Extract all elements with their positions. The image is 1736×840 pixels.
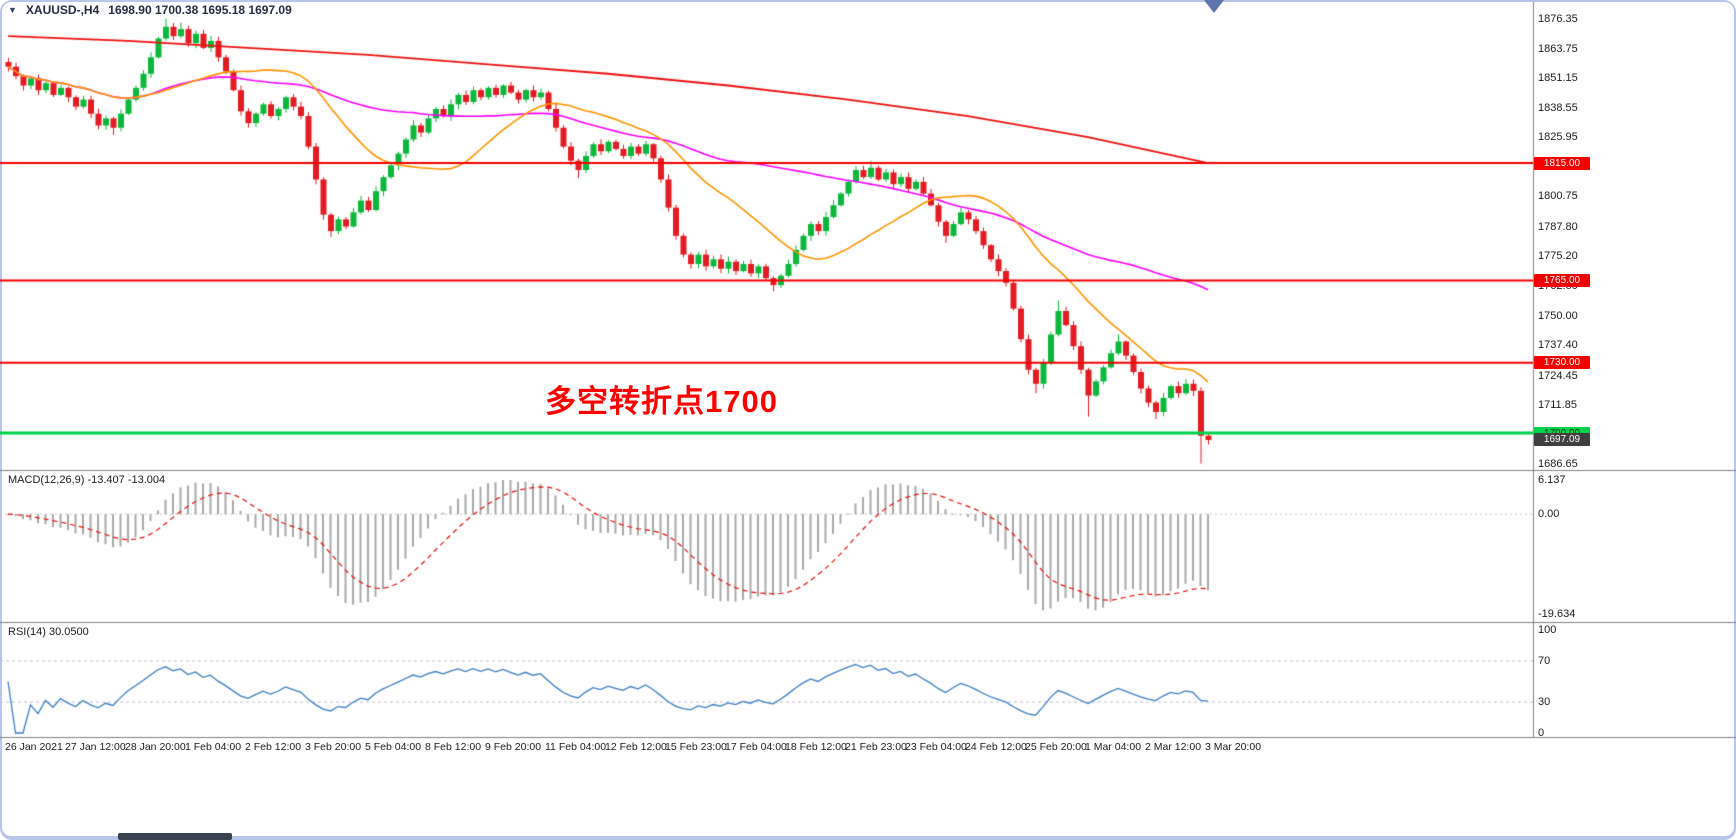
hline-price-tag: 1765.00 (1534, 273, 1590, 287)
macd-axis-label: 6.137 (1538, 474, 1566, 486)
time-axis-label: 17 Feb 04:00 (725, 741, 787, 753)
time-axis-label: 15 Feb 23:00 (665, 741, 727, 753)
time-axis-label: 12 Feb 12:00 (605, 741, 667, 753)
chart-annotation-text: 多空转折点1700 (545, 384, 778, 419)
price-axis-label: 1838.55 (1538, 101, 1578, 114)
macd-panel-label: MACD(12,26,9) -13.407 -13.004 (8, 474, 166, 486)
time-axis-label: 1 Feb 04:00 (185, 741, 242, 753)
time-axis-label: 5 Feb 04:00 (365, 741, 422, 753)
chart-shift-marker-icon[interactable] (1204, 0, 1224, 13)
time-axis-label: 3 Feb 20:00 (305, 741, 362, 753)
time-axis-label: 2 Mar 12:00 (1145, 741, 1202, 753)
rsi-panel-label: RSI(14) 30.0500 (8, 626, 89, 638)
rsi-axis-label: 30 (1538, 696, 1551, 709)
time-axis-label: 9 Feb 20:00 (485, 741, 542, 753)
rsi-axis-label: 100 (1538, 624, 1557, 636)
macd-axis-label: 0.00 (1538, 508, 1560, 521)
time-axis-label: 27 Jan 12:00 (65, 741, 126, 753)
price-axis-label: 1724.45 (1538, 369, 1578, 382)
time-axis-label: 23 Feb 04:00 (905, 741, 967, 753)
hline-price-tag: 1730.00 (1534, 356, 1590, 370)
symbol-timeframe-label: XAUUSD-,H4 (25, 3, 100, 17)
time-axis-label: 26 Jan 2021 (5, 741, 63, 753)
price-axis-label: 1737.40 (1538, 339, 1578, 352)
time-axis-label: 25 Feb 20:00 (1025, 741, 1087, 753)
price-axis-label: 1686.65 (1538, 458, 1578, 471)
collapse-triangle-icon[interactable]: ▼ (8, 5, 17, 15)
time-axis-label: 8 Feb 12:00 (425, 741, 482, 753)
price-axis-label: 1863.75 (1538, 42, 1578, 55)
time-axis-label: 3 Mar 20:00 (1205, 741, 1262, 753)
price-axis-label: 1825.95 (1538, 131, 1578, 144)
time-axis-label: 18 Feb 12:00 (785, 741, 847, 753)
price-axis-label: 1800.75 (1538, 190, 1578, 203)
price-axis-label: 1876.35 (1538, 12, 1578, 25)
bottom-edge-fragment (118, 833, 232, 840)
price-axis-label: 1787.80 (1538, 220, 1578, 233)
price-axis-label: 1851.15 (1538, 72, 1578, 85)
rsi-axis-label: 70 (1538, 654, 1551, 667)
time-axis-label: 24 Feb 12:00 (965, 741, 1027, 753)
time-axis-label: 21 Feb 23:00 (845, 741, 907, 753)
current-price-tag: 1697.09 (1534, 433, 1590, 447)
price-axis-label: 1750.00 (1538, 309, 1578, 322)
price-axis-label: 1711.85 (1538, 399, 1577, 412)
time-axis-label: 11 Feb 04:00 (545, 741, 607, 753)
chart-title-bar: ▼ XAUUSD-,H4 1698.90 1700.38 1695.18 169… (8, 3, 292, 17)
macd-axis-label: -19.634 (1538, 608, 1576, 620)
rsi-axis-label: 0 (1538, 727, 1545, 739)
time-axis-label: 2 Feb 12:00 (245, 741, 302, 753)
hline-price-tag: 1815.00 (1534, 156, 1590, 170)
ohlc-values: 1698.90 1700.38 1695.18 1697.09 (108, 3, 292, 17)
time-axis-label: 28 Jan 20:00 (125, 741, 186, 753)
time-axis-label: 1 Mar 04:00 (1085, 741, 1142, 753)
price-axis-label: 1775.20 (1538, 250, 1578, 263)
